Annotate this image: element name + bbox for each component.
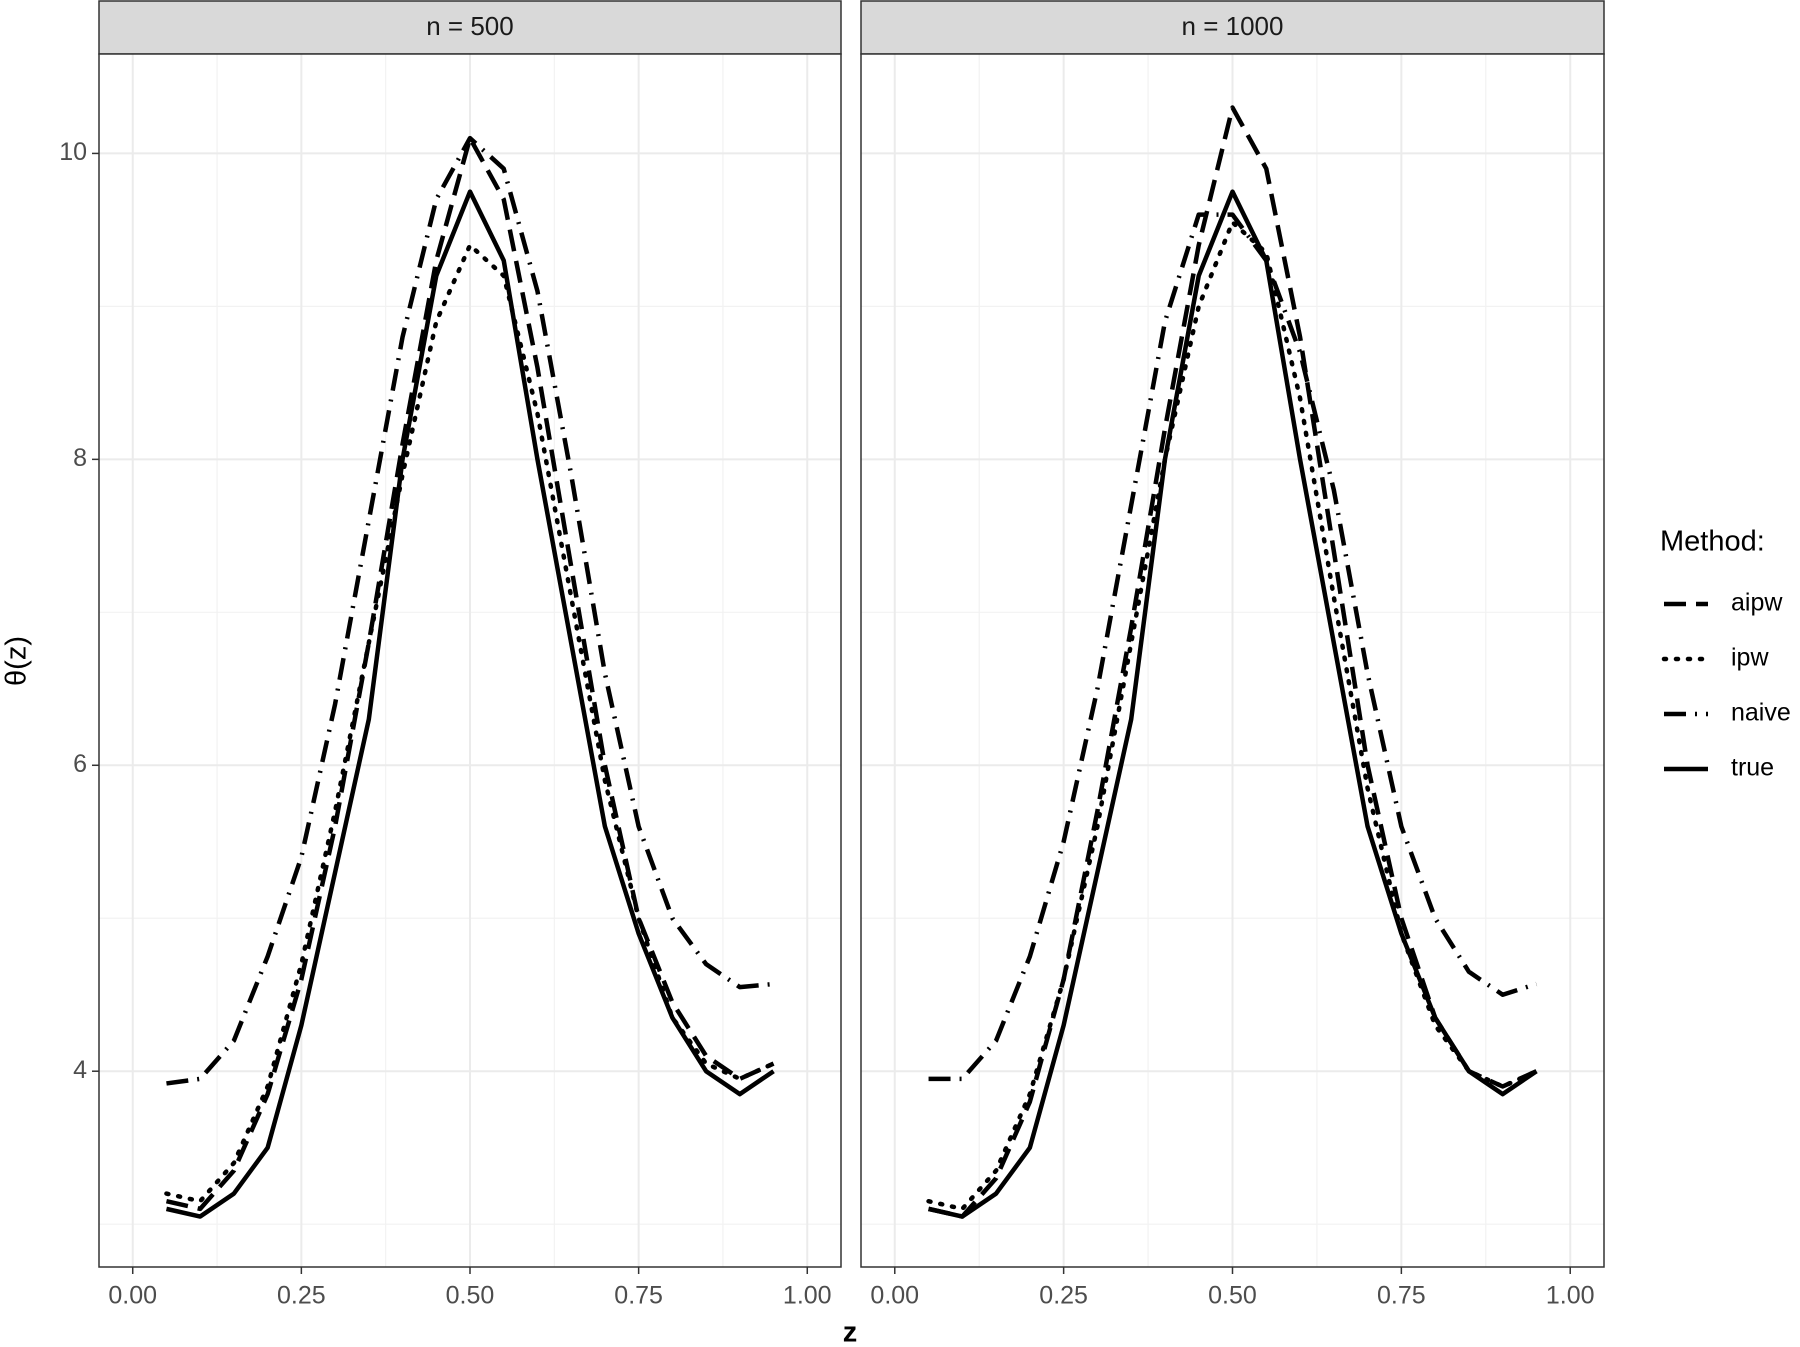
y-axis-title: θ(z): [1, 636, 33, 686]
x-tick-label: 0.25: [1039, 1282, 1088, 1310]
legend-title: Method:: [1660, 526, 1765, 558]
line-series: [165, 189, 775, 1219]
panel-border: [860, 53, 1605, 1268]
x-tick-label: 0.75: [614, 1282, 663, 1310]
facet-strip: [860, 0, 1605, 55]
x-axis-title: z: [843, 1317, 858, 1347]
x-tick-label: 0.75: [1377, 1282, 1426, 1310]
legend-label: ipw: [1731, 644, 1769, 672]
y-tick-label: 10: [59, 138, 87, 166]
x-tick-label: 1.00: [783, 1282, 832, 1310]
line-series: [165, 135, 775, 1212]
y-tick-label: 8: [73, 444, 87, 472]
facet-title: n = 1000: [1182, 11, 1284, 41]
x-tick-label: 0.50: [1208, 1282, 1257, 1310]
y-tick-label: 6: [73, 750, 87, 778]
x-tick-label: 0.00: [108, 1282, 157, 1310]
legend-label: naive: [1731, 699, 1791, 727]
legend-label: aipw: [1731, 589, 1783, 617]
x-tick-label: 0.00: [870, 1282, 919, 1310]
line-series: [928, 212, 1538, 1082]
x-tick-label: 0.25: [277, 1282, 326, 1310]
line-series: [928, 189, 1538, 1219]
panel-border: [98, 53, 842, 1268]
x-tick-label: 1.00: [1546, 1282, 1595, 1310]
line-series: [926, 220, 1539, 1212]
line-series: [164, 242, 776, 1204]
facet-strip: [98, 0, 842, 55]
facet-title: n = 500: [426, 11, 513, 41]
line-series: [166, 135, 774, 1086]
x-tick-label: 0.50: [446, 1282, 495, 1310]
y-tick-label: 4: [73, 1056, 87, 1084]
legend-label: true: [1731, 754, 1774, 782]
